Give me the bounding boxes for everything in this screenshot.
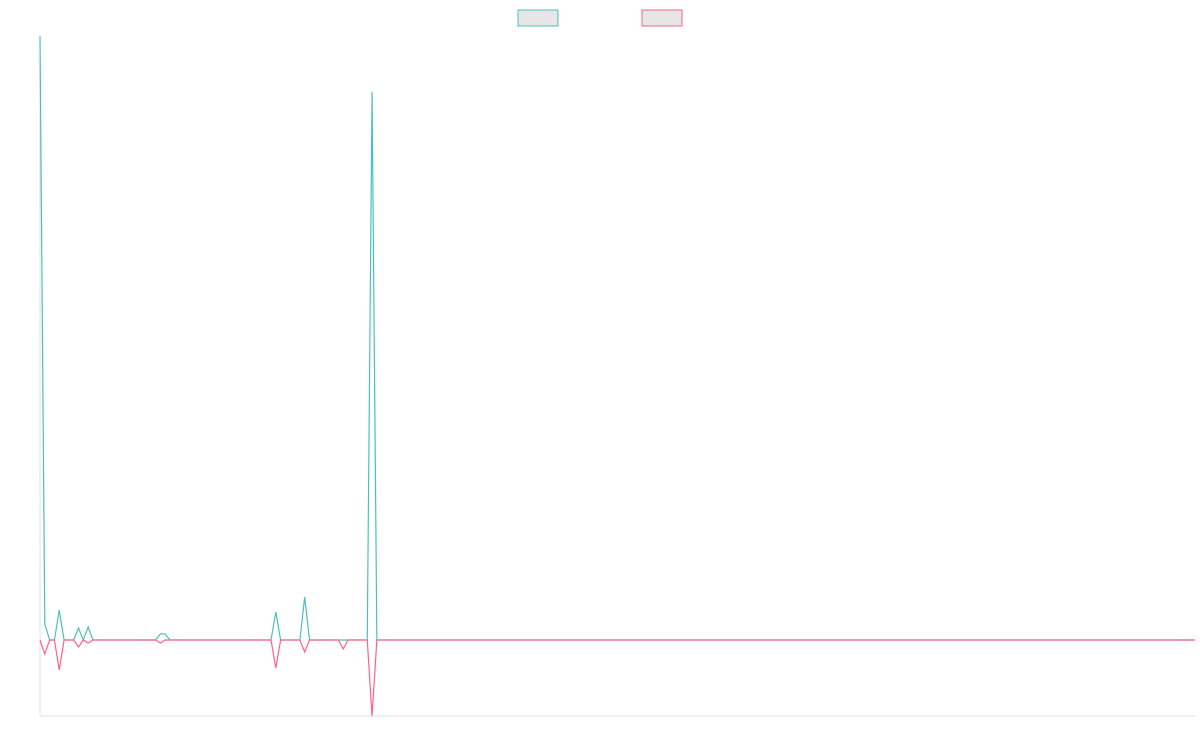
legend-swatch bbox=[641, 9, 683, 27]
legend-swatch bbox=[517, 9, 559, 27]
series-line bbox=[39, 35, 1195, 642]
series-line bbox=[39, 639, 1195, 717]
